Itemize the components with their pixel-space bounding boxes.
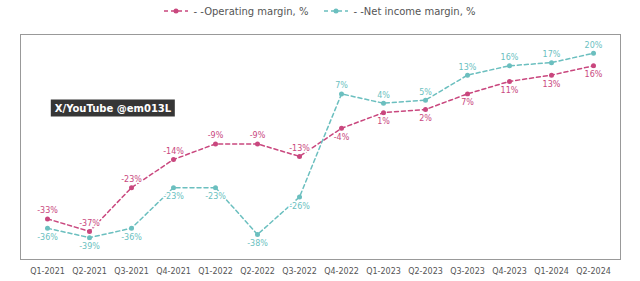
svg-text:-23%: -23%	[121, 175, 142, 184]
svg-text:-13%: -13%	[289, 144, 310, 153]
svg-text:20%: 20%	[585, 41, 603, 50]
svg-text:Q3-2023: Q3-2023	[450, 267, 485, 276]
svg-text:-14%: -14%	[163, 147, 184, 156]
svg-text:Q2-2021: Q2-2021	[72, 267, 107, 276]
svg-text:-38%: -38%	[247, 239, 268, 248]
svg-text:1%: 1%	[377, 117, 390, 126]
svg-text:-36%: -36%	[37, 233, 58, 242]
svg-text:-9%: -9%	[208, 131, 224, 140]
svg-text:Q4-2021: Q4-2021	[156, 267, 191, 276]
svg-text:Q1-2023: Q1-2023	[366, 267, 401, 276]
svg-text:17%: 17%	[543, 50, 561, 59]
svg-text:Q2-2023: Q2-2023	[408, 267, 443, 276]
svg-text:-37%: -37%	[79, 219, 100, 228]
svg-text:Q3-2021: Q3-2021	[114, 267, 149, 276]
svg-text:13%: 13%	[543, 80, 561, 89]
svg-text:-9%: -9%	[250, 131, 266, 140]
svg-text:16%: 16%	[585, 70, 603, 79]
svg-text:Q3-2022: Q3-2022	[282, 267, 317, 276]
svg-text:-23%: -23%	[163, 192, 184, 201]
svg-text:7%: 7%	[461, 98, 474, 107]
svg-text:Q2-2022: Q2-2022	[240, 267, 275, 276]
svg-text:-4%: -4%	[334, 133, 350, 142]
svg-text:7%: 7%	[335, 81, 348, 90]
svg-text:-36%: -36%	[121, 233, 142, 242]
svg-text:-39%: -39%	[79, 242, 100, 251]
svg-text:4%: 4%	[377, 91, 390, 100]
svg-text:2%: 2%	[419, 114, 432, 123]
svg-text:11%: 11%	[501, 86, 519, 95]
svg-text:-23%: -23%	[205, 192, 226, 201]
svg-text:Q1-2024: Q1-2024	[534, 267, 569, 276]
svg-text:5%: 5%	[419, 88, 432, 97]
svg-text:-26%: -26%	[289, 202, 310, 211]
svg-text:Q4-2023: Q4-2023	[492, 267, 527, 276]
svg-text:Q2-2024: Q2-2024	[576, 267, 611, 276]
svg-text:Q1-2022: Q1-2022	[198, 267, 233, 276]
html-text:X/YouTube @em013L: X/YouTube @em013L	[54, 102, 172, 114]
svg-text:-33%: -33%	[37, 206, 58, 215]
html-text:- -Net income margin, %: - -Net income margin, %	[353, 5, 476, 17]
svg-text:16%: 16%	[501, 53, 519, 62]
svg-text:13%: 13%	[459, 63, 477, 72]
svg-text:Q4-2022: Q4-2022	[324, 267, 359, 276]
svg-text:Q1-2021: Q1-2021	[30, 267, 65, 276]
html-text:- -Operating margin, %: - -Operating margin, %	[193, 5, 309, 17]
